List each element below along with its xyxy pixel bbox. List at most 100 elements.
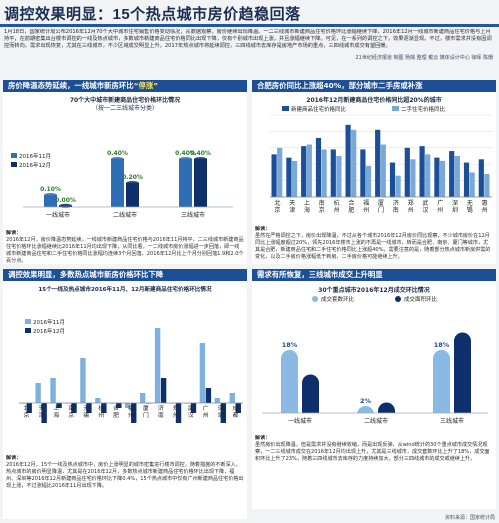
category-label: 海 (304, 206, 310, 214)
legend-label-1: 2016年11月 (19, 152, 51, 160)
chart-2: 新建商品住宅价格同比 二手住宅价格同比北京天津上海南京杭州合肥福州厦门济南郑州武汉… (270, 105, 492, 214)
category-label: 天 (289, 200, 295, 207)
bar (321, 149, 327, 197)
bar (433, 350, 450, 413)
bar (41, 403, 47, 423)
panel-band: 合肥房价同比上涨超40%，部分城市二手房或补涨 (252, 80, 496, 92)
chart-title: 30个重点城市2016年12月成交环比情况 (318, 287, 430, 294)
data-label: 11% (303, 366, 319, 374)
chart-title: 70个大中城市新建商品住宅价格环比情况 (69, 97, 181, 104)
legend-label-2: 成交面积环比 (404, 295, 438, 303)
note-4: 解读： 虽然房价出现降温，但是需求并没有继续收缩，而是出现反弹，从wind统计的3… (255, 435, 493, 507)
bar (71, 403, 77, 413)
bar (26, 403, 32, 413)
legend-label-2: 2016年12月 (33, 327, 65, 335)
bar (410, 159, 416, 197)
category-label: 京 (274, 206, 280, 214)
category-label: 济 (158, 404, 164, 412)
bar (375, 129, 381, 197)
source-tag: 21世纪经济报道 制图 杨璐 整理 戴云 媒体设计中心 徐晖 陈珊 (355, 55, 494, 61)
category-label: 二线城市 (364, 417, 388, 425)
category-label: 深 (218, 404, 224, 412)
bar (277, 147, 283, 197)
bar (86, 403, 92, 413)
chart-3: 2016年11月2016年12月北京天津上海南京无锡杭州合肥福州厦门济南郑州武汉… (19, 318, 243, 423)
bar (59, 205, 72, 207)
panel-transactions: 需求有所恢复，三线城市成交上升明显 30个重点城市2016年12月成交环比情况 … (252, 269, 496, 509)
bar (179, 159, 192, 207)
panel-tier-mom: 房价降温态势延续，一线城市新房环比“停涨” 70个大中城市新建商品住宅价格环比情… (3, 80, 247, 264)
bar (291, 160, 298, 197)
category-label: 郑 (408, 199, 414, 207)
bar (235, 403, 241, 413)
bar (126, 183, 139, 207)
category-label: 北 (274, 199, 280, 207)
legend-label-1: 新建商品住宅价格同比 (291, 105, 347, 113)
category-label: 门 (143, 411, 149, 419)
legend-swatch-2 (11, 162, 17, 167)
credit: 资料来源：国家统计局 (444, 515, 495, 521)
category-label: 南 (319, 199, 325, 207)
panel-band: 需求有所恢复，三线城市成交上升明显 (252, 269, 496, 281)
category-label: 海 (53, 411, 59, 419)
legend-label-1: 2016年11月 (33, 318, 65, 326)
legend-swatch-2 (392, 106, 399, 111)
bar (131, 403, 137, 423)
note-text: 虽然在严格调控之下，房价出现降温，不过从各个城市2016年12月房价同比观察，不… (255, 233, 491, 260)
note-label: 解读： (6, 230, 22, 236)
bar (214, 398, 221, 403)
panel-yoy: 合肥房价同比上涨超40%，部分城市二手房或补涨 2016年12月新建商品住宅价格… (252, 80, 496, 264)
category-label: 上 (53, 404, 59, 412)
category-label: 津 (38, 412, 44, 419)
category-label: 杭 (334, 199, 340, 207)
category-label: 广 (203, 404, 209, 412)
bar (425, 154, 431, 197)
category-label: 南 (393, 206, 399, 214)
category-label: 三线城市 (440, 417, 464, 425)
bar (365, 165, 372, 197)
legend-label-2: 二手住宅价格同比 (401, 105, 446, 113)
category-label: 厦 (378, 200, 384, 207)
category-label: 肥 (348, 207, 354, 214)
bar (175, 403, 182, 423)
bar (44, 195, 57, 207)
legend-swatch-2 (395, 296, 401, 302)
bar (205, 388, 212, 403)
bar (478, 159, 484, 197)
category-label: 福 (363, 199, 369, 207)
chart-4: 成交套数环比 成交面积环比 18% 11% 一线城市 2% 3% 二线城市 18% 23% 三线城市 (262, 295, 488, 425)
note-text: 虽然房价出现降温，但是需求并没有继续收缩，而是出现反弹，从wind统计的30个重… (255, 442, 490, 462)
category-label: 州 (482, 207, 488, 214)
intro-text: 1月18日，国家统计局公布2016年12月70个大中城市住宅销售价格变动情况，从… (4, 29, 492, 49)
bar (439, 160, 446, 197)
data-label: 18% (282, 341, 298, 349)
panel-hot-cities-mom: 调控效果明显，多数热点城市新房价格环比下降 15个一线及热点城市2016年11月… (3, 269, 247, 519)
legend-swatch-1 (282, 106, 289, 111)
category-label: 津 (289, 207, 295, 214)
bar (330, 149, 336, 197)
legend-label-2: 2016年12月 (19, 161, 51, 169)
note-1: 解读： 2016年12月，房价降温态势延续。一线城市新建商品住宅价格与2016年1… (6, 230, 244, 263)
bar (220, 403, 227, 423)
category-label: 广 (437, 199, 443, 207)
panel-band: 房价降温态势延续，一线城市新房环比“停涨” (3, 80, 247, 92)
category-label: 武 (188, 404, 194, 412)
category-label: 北 (24, 404, 30, 412)
data-label: 3% (381, 394, 393, 402)
bar (306, 144, 312, 197)
category-label: 锡 (83, 411, 89, 419)
data-label: 0.10% (40, 186, 61, 193)
bar (111, 159, 124, 207)
category-label: 汉 (188, 411, 194, 419)
category-label: 合 (348, 199, 354, 207)
category-label: 无 (467, 200, 473, 207)
category-label: 天 (38, 405, 44, 412)
bar (380, 144, 386, 197)
category-label: 州 (437, 207, 443, 214)
category-label: 成 (233, 404, 239, 412)
category-label: 圳 (218, 411, 224, 419)
bar (154, 328, 161, 403)
data-label: 0.20% (122, 174, 143, 181)
